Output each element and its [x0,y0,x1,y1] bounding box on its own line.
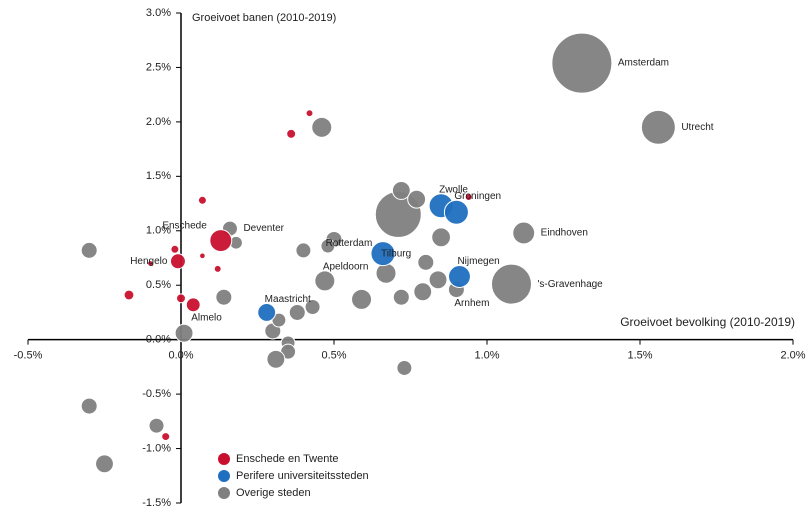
y-tick-label: 0.5% [146,279,171,291]
point-label: Amsterdam [618,58,669,69]
bubble [314,270,336,292]
point-label: Apeldoorn [323,262,369,273]
point-label: Maastricht [265,294,311,305]
bubble [428,270,448,290]
x-tick-label: 2.0% [780,350,805,362]
point-label: Hengelo [130,256,168,267]
bubble [199,252,206,260]
bubble [80,397,98,415]
bubble [304,299,321,315]
x-tick-label: -0.5% [14,350,43,362]
bubble [311,116,333,138]
legend-swatch [218,487,230,499]
y-tick-label: -1.5% [142,497,171,509]
bubble [288,303,306,321]
bubble [174,323,194,343]
bubble [407,189,427,209]
x-tick-label: 1.5% [627,350,652,362]
bubble [320,238,336,254]
bubble [148,417,165,434]
bubble [370,241,396,267]
bubble [305,109,314,118]
bubble [417,253,435,271]
bubble [413,282,433,302]
point-label: Zwolle [439,184,468,195]
bubble [185,297,201,313]
bubble [464,193,473,201]
point-label: Deventer [243,223,284,234]
x-axis-title: Groeivoet bevolking (2010-2019) [620,315,795,329]
bubble [170,244,180,254]
bubble [123,289,135,301]
point-label: 's-Gravenhage [537,279,603,290]
bubble [257,303,277,322]
point-label: Arnhem [454,298,489,309]
x-tick-label: 1.0% [474,350,499,362]
legend-label: Perifere universiteitssteden [236,470,369,482]
bubble [512,221,536,245]
point-label: Utrecht [681,122,713,133]
legend-label: Overige steden [236,487,311,499]
bubble [551,32,613,94]
y-tick-label: 0.0% [146,334,171,346]
bubble [490,263,532,305]
bubble [213,264,222,273]
bubble [197,195,207,205]
bubble [209,229,233,253]
y-tick-label: 1.5% [146,170,171,182]
bubble [169,253,186,270]
bubble [396,359,413,376]
point-label: Groningen [454,191,501,202]
bubble [147,260,154,267]
point-label: Enschede [162,220,207,231]
point-label: Rotterdam [326,238,373,249]
y-tick-label: 2.5% [146,61,171,73]
y-tick-label: 2.0% [146,116,171,128]
bubble [176,293,186,304]
bubble [351,288,373,310]
point-label: Nijmegen [457,256,499,267]
bubble [640,109,676,145]
y-tick-label: -0.5% [142,388,171,400]
bubble [448,265,471,288]
point-label: Almelo [191,312,222,323]
x-tick-label: 0.0% [168,350,193,362]
bubble [391,181,411,200]
bubble [80,241,98,259]
bubble [375,262,397,284]
bubble [215,288,233,306]
bubble [286,128,297,139]
bubble [161,432,171,442]
y-tick-label: 1.0% [146,225,171,237]
bubble [266,349,286,369]
bubble [295,242,312,259]
bubble [95,454,114,474]
bubble [392,288,410,306]
y-tick-label: -1.0% [142,442,171,454]
bubble [443,199,469,225]
legend-label: Enschede en Twente [236,453,339,465]
x-tick-label: 0.5% [321,350,346,362]
legend-swatch [218,453,230,465]
y-tick-label: 3.0% [146,7,171,19]
y-axis-title: Groeivoet banen (2010-2019) [192,12,336,24]
point-label: Eindhoven [541,228,588,239]
legend-swatch [218,470,230,482]
point-label: Tilburg [381,248,411,259]
bubble [431,227,451,248]
